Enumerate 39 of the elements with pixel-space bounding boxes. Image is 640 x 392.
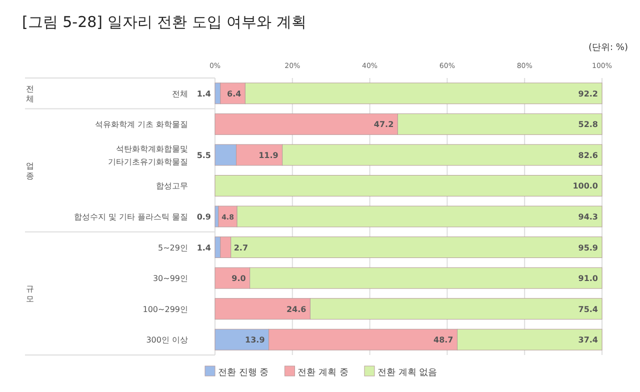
data-label: 2.7 [234, 243, 248, 252]
y-tick-label: 30~99인 [152, 274, 188, 284]
data-label: 37.4 [578, 336, 598, 345]
y-tick-label: 석유화학계 기초 화학물질 [94, 120, 188, 130]
data-label: 47.2 [374, 120, 394, 130]
text: 규모 [26, 284, 34, 304]
y-tick-label: 합성수지 및 기타 플라스틱 물질 [74, 212, 188, 222]
y-tick-label: 합성고무 [156, 182, 188, 191]
y-tick-label: 300인 이상 [146, 336, 188, 345]
data-label: 24.6 [286, 304, 307, 314]
legend-label: 전환 계획 없음 [377, 368, 438, 378]
data-label: 82.6 [578, 150, 598, 160]
y-tick-label: 5~29인 [158, 243, 188, 252]
data-label: 1.4 [196, 89, 212, 98]
data-label: 0.9 [196, 212, 212, 222]
bar [214, 175, 602, 196]
text: (단위: %) [588, 43, 628, 53]
data-label: 48.7 [434, 336, 454, 345]
data-label: 52.8 [578, 120, 598, 130]
data-label: 91.0 [578, 274, 598, 284]
data-label: 6.4 [227, 89, 242, 98]
data-label: 11.9 [258, 150, 279, 160]
legend-label: 전환 계획 중 [298, 368, 348, 378]
data-label: 5.5 [196, 150, 212, 160]
text: 전체 [26, 84, 34, 104]
text: 업종 [26, 161, 34, 180]
y-tick-label: 석탄화학계화합물및 기타기초유기화학물질 [108, 144, 188, 166]
data-label: 9.0 [232, 274, 246, 284]
data-label: 1.4 [196, 243, 212, 252]
y-tick-label: 전체 [172, 89, 188, 98]
data-label: 100.0 [572, 182, 598, 191]
legend-label: 전환 진행 중 [218, 368, 269, 378]
data-label: 92.2 [578, 89, 598, 98]
data-label: 95.9 [578, 243, 598, 252]
data-label: 13.9 [245, 336, 266, 345]
y-tick-label: 100~299인 [142, 304, 188, 314]
chart-title: [그림 5-28] 일자리 전환 도입 여부와 계획 [22, 13, 306, 31]
data-label: 94.3 [578, 212, 598, 222]
data-label: 75.4 [578, 304, 598, 314]
